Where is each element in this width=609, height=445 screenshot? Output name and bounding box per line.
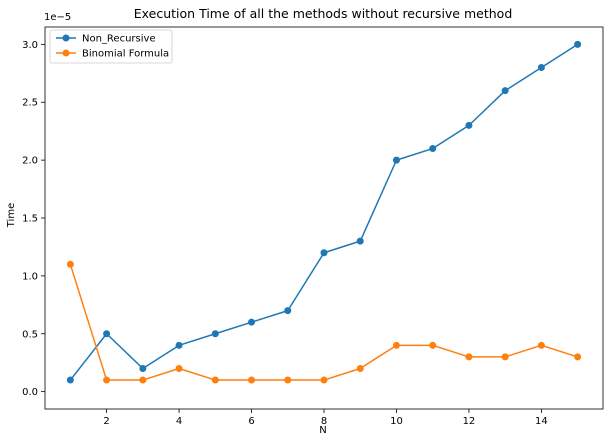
- y-tick-label: 1.0: [22, 271, 38, 282]
- data-point-non-recursive: [139, 364, 147, 372]
- legend-label-non-recursive: Non_Recursive: [82, 34, 156, 45]
- x-tick-label: 14: [535, 416, 548, 427]
- data-point-non-recursive: [284, 307, 292, 315]
- y-tick-label: 1.5: [22, 214, 38, 225]
- data-point-binomial-formula: [284, 376, 292, 384]
- y-tick-label: 0.5: [22, 329, 38, 340]
- legend-box: [49, 29, 173, 64]
- x-tick-label: 2: [103, 416, 109, 427]
- data-point-non-recursive: [429, 145, 437, 153]
- x-tick-label: 4: [176, 416, 182, 427]
- plot-area: 2 4 6 8 10 12 14 0.0 0.5 1.0 1.5 2.0 2.5 3.0 Non_Recur…: [22, 26, 604, 427]
- data-point-binomial-formula: [248, 376, 256, 384]
- data-point-non-recursive: [537, 64, 545, 72]
- data-point-non-recursive: [66, 376, 74, 384]
- legend-marker-binomial-formula: [62, 49, 70, 57]
- data-point-binomial-formula: [320, 376, 328, 384]
- y-axis-label: Time: [6, 203, 17, 228]
- y-tick-label: 0.0: [22, 387, 38, 398]
- data-point-non-recursive: [211, 330, 219, 338]
- x-tick-label: 6: [248, 416, 254, 427]
- y-axis-offset-label: 1e−5: [44, 12, 71, 23]
- x-axis-label: N: [319, 425, 326, 436]
- y-tick-label: 2.0: [22, 156, 38, 167]
- series-line-binomial-formula: [69, 264, 578, 381]
- data-point-non-recursive: [501, 87, 509, 95]
- data-point-binomial-formula: [211, 376, 219, 384]
- data-point-binomial-formula: [429, 341, 437, 349]
- x-tick-label: 12: [463, 416, 476, 427]
- data-point-non-recursive: [392, 156, 400, 164]
- data-point-binomial-formula: [574, 353, 582, 361]
- y-tick-label: 2.5: [22, 98, 38, 109]
- chart-title: Execution Time of all the methods withou…: [134, 6, 513, 21]
- data-point-binomial-formula: [392, 341, 400, 349]
- data-point-binomial-formula: [356, 364, 364, 372]
- data-point-non-recursive: [356, 237, 364, 245]
- data-point-binomial-formula: [66, 260, 74, 268]
- legend-label-binomial-formula: Binomial Formula: [82, 49, 169, 60]
- data-point-non-recursive: [574, 40, 582, 48]
- y-tick-label: 3.0: [22, 40, 38, 51]
- legend-marker-non-recursive: [62, 34, 70, 42]
- data-point-non-recursive: [103, 330, 111, 338]
- data-point-non-recursive: [175, 341, 183, 349]
- x-tick-label: 10: [390, 416, 403, 427]
- data-point-non-recursive: [320, 249, 328, 257]
- data-point-binomial-formula: [465, 353, 473, 361]
- data-point-binomial-formula: [501, 353, 509, 361]
- data-point-non-recursive: [465, 121, 473, 129]
- data-point-binomial-formula: [537, 341, 545, 349]
- data-point-binomial-formula: [139, 376, 147, 384]
- x-tick-label: 8: [321, 416, 327, 427]
- data-point-non-recursive: [248, 318, 256, 326]
- series-line-non-recursive: [69, 43, 579, 381]
- data-point-binomial-formula: [175, 364, 183, 372]
- data-point-binomial-formula: [103, 376, 111, 384]
